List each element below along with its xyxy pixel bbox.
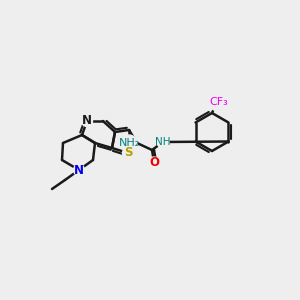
- Text: NH₂: NH₂: [118, 138, 140, 148]
- Text: N: N: [82, 115, 92, 128]
- Circle shape: [209, 93, 227, 111]
- Circle shape: [82, 116, 92, 127]
- Text: NH: NH: [155, 137, 171, 147]
- Circle shape: [157, 136, 169, 148]
- Text: N: N: [74, 164, 84, 176]
- Circle shape: [121, 135, 137, 151]
- Text: O: O: [149, 155, 159, 169]
- Text: S: S: [124, 146, 132, 160]
- Circle shape: [74, 164, 85, 175]
- Circle shape: [149, 157, 159, 167]
- Text: CF₃: CF₃: [210, 97, 228, 107]
- Circle shape: [122, 148, 134, 158]
